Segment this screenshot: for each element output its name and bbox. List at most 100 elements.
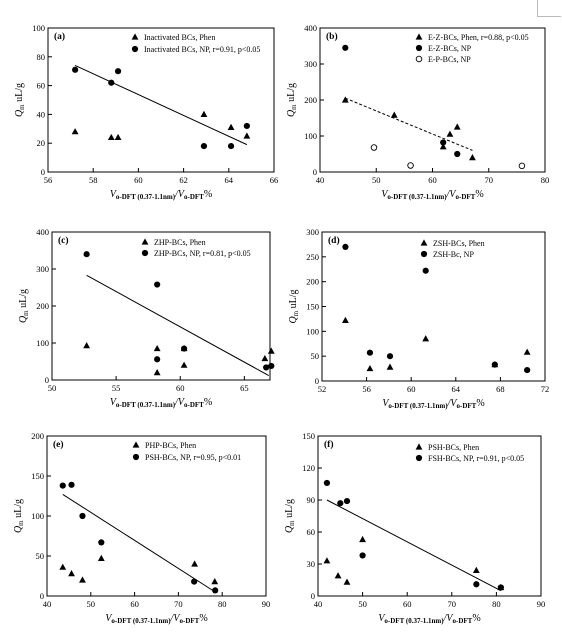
data-point — [68, 570, 75, 577]
x-axis-label: Vo-DFT (0.37-1.1nm)/Vo-DFT% — [381, 189, 483, 201]
y-tick-label: 300 — [306, 227, 319, 237]
data-point — [83, 341, 91, 349]
data-point — [200, 110, 208, 117]
data-point — [200, 142, 208, 150]
chart-panel: 40 50 60 70 80 0 100 200 300 400 (b) E-Z-BCs, Phen,… — [286, 23, 549, 201]
data-point — [59, 482, 66, 489]
data-point — [422, 335, 430, 342]
data-point — [107, 133, 115, 141]
panel-label: (e) — [53, 439, 64, 450]
data-point — [153, 344, 161, 352]
x-tick-label: 60 — [134, 175, 143, 185]
x-tick-label: 90 — [537, 599, 546, 609]
y-tick-label: 200 — [304, 95, 317, 105]
legend-label: FSH-BCs, NP, r=0.91, p<0.05 — [428, 454, 524, 463]
data-point — [472, 566, 480, 573]
y-tick-label: 150 — [306, 302, 319, 312]
chart-panel: 40 50 60 70 80 90 0 50 100 150 200 (e) PHP-BCs, Phen… — [13, 431, 270, 625]
x-tick-label: 68 — [496, 384, 505, 394]
data-point — [243, 132, 251, 139]
data-point — [191, 578, 198, 585]
y-tick-label: 100 — [306, 326, 319, 336]
x-tick-label: 40 — [314, 599, 323, 609]
panel-label: (a) — [54, 31, 65, 42]
y-tick-label: 100 — [304, 131, 317, 141]
legend-label: Inactivated BCs, Phen — [144, 33, 215, 42]
regression-line — [345, 97, 473, 151]
legend-marker — [131, 45, 139, 53]
data-point — [366, 364, 374, 372]
x-tick-label: 60 — [428, 175, 437, 185]
data-point — [342, 316, 349, 324]
y-tick-label: 60 — [307, 527, 316, 537]
legend-label: Inactivated BCs, NP, r=0.91, p<0.05 — [144, 45, 260, 54]
data-point — [341, 96, 349, 103]
regression-line — [86, 274, 269, 376]
legend-marker — [420, 250, 428, 258]
y-axis-label: Qm uL/g — [288, 289, 300, 323]
y-axis-label: Qm uL/g — [18, 289, 30, 323]
data-point — [370, 144, 378, 151]
panel-label: (c) — [58, 235, 69, 246]
x-axis-label: Vo-DFT (0.37-1.1nm)/Vo-DFT% — [378, 613, 480, 625]
y-axis-label: Qm uL/g — [13, 499, 25, 533]
data-point — [267, 347, 275, 354]
x-tick-label: 60 — [176, 383, 185, 393]
y-tick-label: 120 — [302, 463, 315, 473]
data-point — [407, 162, 414, 169]
plot-frame — [317, 435, 542, 597]
x-tick-label: 64 — [225, 175, 234, 185]
data-point — [68, 481, 75, 488]
y-tick-label: 300 — [304, 59, 317, 69]
panel-label: (f) — [324, 439, 334, 450]
y-tick-label: 20 — [37, 138, 46, 148]
data-point — [180, 345, 188, 352]
data-point — [334, 572, 342, 579]
legend-marker — [141, 238, 149, 245]
data-point — [440, 139, 447, 146]
regression-line — [326, 499, 502, 592]
x-tick-label: 70 — [448, 599, 457, 609]
legend-label: ZSH-BCs, Phen — [433, 239, 485, 248]
x-tick-label: 80 — [218, 599, 227, 609]
x-tick-label: 50 — [48, 383, 57, 393]
regression-line — [74, 64, 248, 146]
data-point — [211, 578, 219, 585]
y-tick-label: 150 — [31, 471, 44, 481]
data-point — [473, 581, 480, 588]
data-point — [343, 497, 351, 505]
legend-marker — [415, 44, 423, 52]
data-point — [154, 281, 161, 288]
y-tick-label: 0 — [45, 375, 49, 385]
x-axis-label: Vo-DFT (0.37-1.1nm)/Vo-DFT% — [382, 398, 484, 410]
y-tick-label: 0 — [41, 167, 45, 177]
legend-marker — [415, 443, 423, 450]
y-tick-label: 0 — [40, 591, 44, 601]
data-point — [342, 44, 349, 51]
y-tick-label: 0 — [315, 376, 319, 386]
data-point — [518, 162, 526, 170]
legend-marker — [132, 441, 140, 448]
data-point — [108, 79, 115, 86]
y-tick-label: 200 — [306, 277, 319, 287]
panel-label: (b) — [326, 31, 338, 42]
x-tick-label: 80 — [541, 175, 550, 185]
data-point — [114, 68, 122, 75]
data-point — [154, 356, 161, 363]
x-tick-label: 58 — [89, 175, 98, 185]
data-point — [323, 557, 331, 564]
data-point — [453, 123, 461, 130]
y-tick-label: 0 — [313, 167, 317, 177]
x-tick-label: 60 — [407, 384, 416, 394]
x-axis-label: Vo-DFT (0.37-1.1nm)/Vo-DFT% — [110, 397, 212, 409]
legend-label: ZHP-BCs, NP, r=0.81, p<0.05 — [154, 249, 251, 258]
x-tick-label: 90 — [262, 599, 271, 609]
x-tick-label: 50 — [372, 175, 381, 185]
data-point — [454, 150, 461, 158]
x-tick-label: 50 — [358, 599, 367, 609]
x-tick-label: 55 — [112, 383, 121, 393]
x-tick-label: 52 — [318, 384, 327, 394]
y-tick-label: 80 — [37, 52, 46, 62]
chart-panel: 50 55 60 65 0 100 200 300 400 (c) ZHP-BCs, Phen ZHP… — [18, 227, 275, 409]
x-tick-label: 70 — [485, 175, 494, 185]
